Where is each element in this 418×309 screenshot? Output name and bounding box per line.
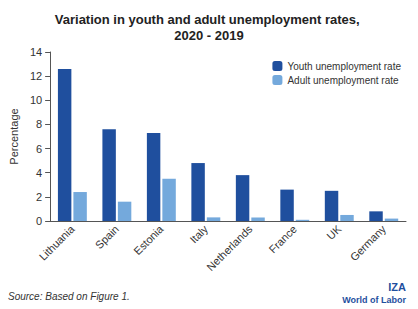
svg-text:0: 0: [36, 215, 42, 227]
svg-text:World of Labor: World of Labor: [342, 295, 406, 305]
svg-text:France: France: [266, 223, 299, 256]
svg-text:Spain: Spain: [93, 223, 121, 251]
svg-text:6: 6: [36, 143, 42, 155]
svg-text:Variation in youth and adult u: Variation in youth and adult unemploymen…: [55, 12, 363, 27]
svg-text:8: 8: [36, 118, 42, 130]
svg-text:10: 10: [30, 94, 42, 106]
svg-text:4: 4: [36, 167, 42, 179]
svg-text:2020 - 2019: 2020 - 2019: [174, 28, 243, 43]
svg-text:UK: UK: [324, 222, 344, 242]
svg-text:Adult unemployment rate: Adult unemployment rate: [287, 75, 399, 86]
svg-text:Italy: Italy: [187, 222, 210, 245]
svg-text:Lithuania: Lithuania: [37, 222, 78, 263]
svg-text:Youth unemployment rate: Youth unemployment rate: [287, 61, 401, 72]
svg-text:14: 14: [30, 46, 42, 58]
svg-text:2: 2: [36, 191, 42, 203]
svg-text:Netherlands: Netherlands: [204, 222, 255, 273]
svg-text:Germany: Germany: [348, 222, 389, 263]
svg-text:Source: Based on Figure 1.: Source: Based on Figure 1.: [8, 291, 130, 302]
svg-text:Percentage: Percentage: [8, 108, 20, 164]
svg-text:IZA: IZA: [388, 281, 406, 293]
svg-text:12: 12: [30, 70, 42, 82]
svg-text:Estonia: Estonia: [131, 222, 166, 257]
